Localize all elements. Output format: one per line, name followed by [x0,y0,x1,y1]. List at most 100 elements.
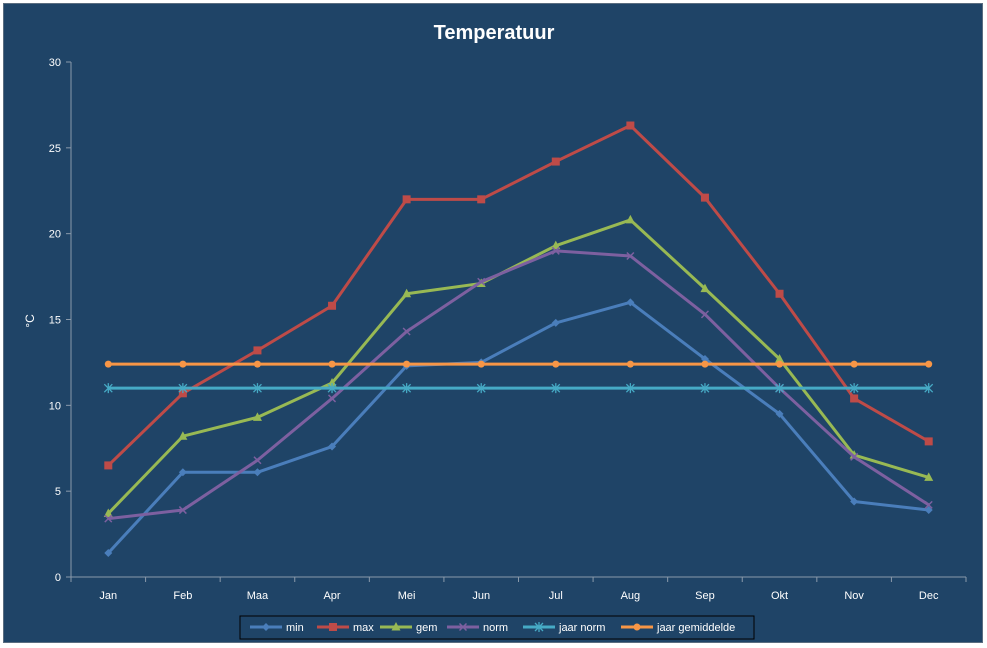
data-point-max [924,437,933,446]
y-tick-label: 15 [49,315,61,327]
x-tick-label: Mei [398,590,416,602]
y-tick-label: 25 [49,143,61,155]
x-tick-label: Jun [472,590,490,602]
legend-label-jaar-norm: jaar norm [558,622,605,634]
legend-label-jaar-gemiddelde: jaar gemiddelde [656,622,735,634]
x-tick-label: Feb [173,590,192,602]
legend-label-norm: norm [483,622,508,634]
data-point-min [551,318,560,327]
data-point-jaar-gemiddelde [925,360,933,368]
x-tick-label: Jul [549,590,563,602]
series-min [104,298,933,557]
data-point-jaar-norm [625,383,635,394]
data-point-max [402,195,411,204]
legend-marker-max [329,623,337,631]
series-line-max [107,124,930,467]
axes: 0 5 10 15 20 25 30 Jan Feb Maa Apr Mei Jun Jul Aug Sep O… [49,57,967,602]
data-point-jaar-gemiddelde [552,360,560,368]
y-tick-label: 20 [49,229,61,241]
legend-label-gem: gem [416,622,437,634]
data-point-gem [924,472,934,481]
legend: min max gem norm jaar norm jaar gemiddelde [239,615,755,640]
data-point-max [700,193,709,202]
data-point-min [178,468,187,477]
legend-marker-norm [458,622,468,632]
legend-marker-jaar-norm [534,622,544,632]
data-point-min [775,409,784,418]
x-tick-label: Dec [919,590,939,602]
data-point-jaar-gemiddelde [328,360,336,368]
x-tick-label: Jan [99,590,117,602]
data-point-jaar-norm [327,383,337,394]
series-line-gem [107,218,930,515]
data-point-max [775,289,784,298]
data-point-max [178,389,187,398]
data-point-jaar-norm [252,383,262,394]
data-point-gem [551,240,561,250]
data-point-gem [252,412,262,421]
data-point-min [626,298,635,307]
series-jaar-norm [103,383,934,394]
x-tick-label: Apr [323,590,340,602]
data-point-min [700,354,709,363]
data-point-jaar-gemiddelde [850,360,858,368]
data-point-norm [477,277,486,286]
data-point-gem [775,353,785,363]
series-line-min [107,300,929,554]
data-point-jaar-gemiddelde [179,360,187,368]
data-point-max [626,121,635,130]
series-layer [103,121,934,557]
data-point-min [850,497,859,506]
data-point-jaar-gemiddelde [104,360,112,368]
data-point-norm [700,310,709,319]
data-point-min [253,468,262,477]
data-point-max [477,195,486,204]
data-point-jaar-gemiddelde [776,360,784,368]
data-point-jaar-norm [551,383,561,394]
x-tick-label: Nov [844,590,864,602]
data-point-norm [551,246,560,255]
data-point-max [328,301,337,310]
data-point-max [104,461,113,470]
legend-marker-min [262,623,270,631]
data-point-jaar-gemiddelde [253,360,261,368]
y-tick-label: 5 [55,486,61,498]
x-tick-label: Aug [621,590,641,602]
data-point-norm [253,456,262,465]
data-point-min [924,506,933,515]
data-point-norm [328,394,337,403]
data-point-jaar-norm [402,383,412,394]
data-point-jaar-norm [476,383,486,394]
data-point-jaar-gemiddelde [701,360,709,368]
data-point-max [551,157,560,166]
legend-marker-jaar-gemiddelde [633,623,641,631]
data-point-norm [402,327,411,336]
series-norm [104,246,933,523]
data-point-norm [104,514,113,523]
data-point-max [850,394,859,403]
data-point-min [104,548,113,557]
data-point-jaar-norm [924,383,934,394]
x-tick-label: Sep [695,590,715,602]
data-point-jaar-gemiddelde [626,360,634,368]
data-point-norm [178,506,187,515]
series-line-norm [108,249,930,521]
data-point-jaar-norm [700,383,710,394]
y-tick-label: 30 [49,57,61,69]
data-point-jaar-norm [103,383,113,394]
chart-area: Temperatuur °C 0 5 10 15 20 25 30 Jan Feb Maa Apr M… [3,3,983,643]
legend-label-max: max [353,622,374,634]
data-point-gem [700,283,710,293]
data-point-norm [924,500,933,509]
legend-box [239,615,755,640]
data-point-jaar-norm [849,383,859,394]
series-max [104,121,933,470]
data-point-min [328,442,337,451]
x-tick-label: Maa [247,590,269,602]
legend-marker-gem [391,622,401,631]
data-point-gem [625,214,635,224]
y-axis-label: °C [23,314,37,328]
data-point-norm [626,251,635,261]
data-point-gem [103,508,113,517]
x-tick-label: Okt [771,590,788,602]
